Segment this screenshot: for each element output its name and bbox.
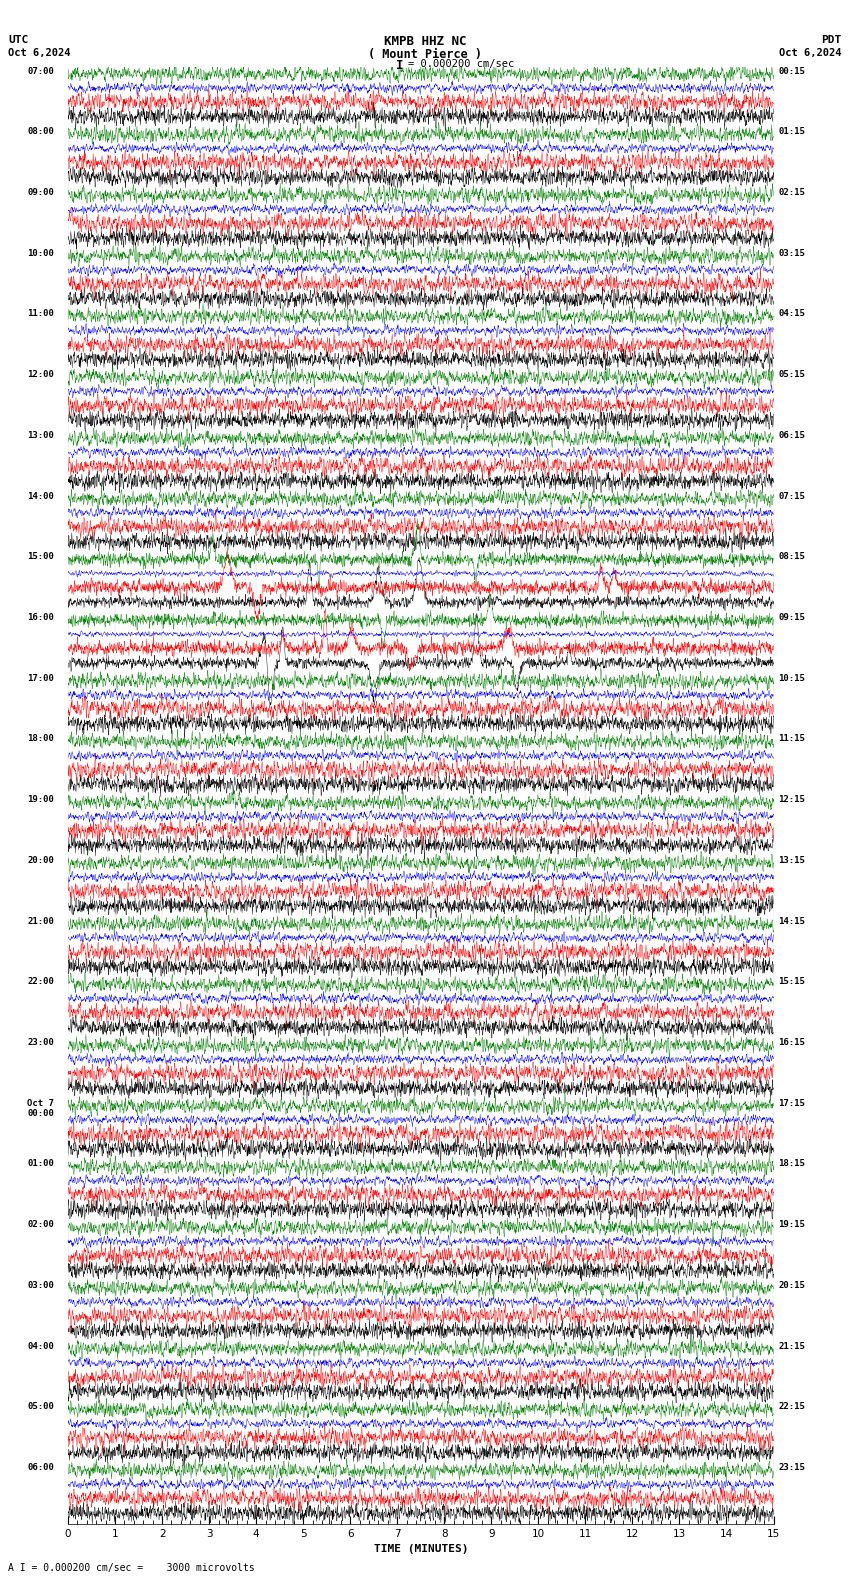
Text: 08:15: 08:15 xyxy=(779,553,805,561)
Text: UTC: UTC xyxy=(8,35,29,44)
Text: 00:15: 00:15 xyxy=(779,67,805,76)
Text: 22:15: 22:15 xyxy=(779,1402,805,1411)
Text: 03:00: 03:00 xyxy=(27,1281,54,1289)
Text: Oct 6,2024: Oct 6,2024 xyxy=(779,48,842,57)
Text: 10:15: 10:15 xyxy=(779,673,805,683)
Text: 21:15: 21:15 xyxy=(779,1342,805,1351)
Text: 01:15: 01:15 xyxy=(779,127,805,136)
Text: 23:00: 23:00 xyxy=(27,1038,54,1047)
Text: 14:15: 14:15 xyxy=(779,917,805,925)
Text: 04:15: 04:15 xyxy=(779,309,805,318)
Text: 11:15: 11:15 xyxy=(779,735,805,743)
X-axis label: TIME (MINUTES): TIME (MINUTES) xyxy=(373,1544,468,1554)
Text: 09:00: 09:00 xyxy=(27,188,54,196)
Text: 12:15: 12:15 xyxy=(779,795,805,805)
Text: PDT: PDT xyxy=(821,35,842,44)
Text: 16:15: 16:15 xyxy=(779,1038,805,1047)
Text: 07:15: 07:15 xyxy=(779,491,805,501)
Text: KMPB HHZ NC: KMPB HHZ NC xyxy=(383,35,467,48)
Text: ( Mount Pierce ): ( Mount Pierce ) xyxy=(368,48,482,60)
Text: 03:15: 03:15 xyxy=(779,249,805,258)
Text: 13:15: 13:15 xyxy=(779,855,805,865)
Text: Oct 7
00:00: Oct 7 00:00 xyxy=(27,1099,54,1118)
Text: 06:00: 06:00 xyxy=(27,1464,54,1472)
Text: 18:00: 18:00 xyxy=(27,735,54,743)
Text: 08:00: 08:00 xyxy=(27,127,54,136)
Text: Oct 6,2024: Oct 6,2024 xyxy=(8,48,71,57)
Text: 13:00: 13:00 xyxy=(27,431,54,440)
Text: 05:15: 05:15 xyxy=(779,371,805,379)
Text: 19:00: 19:00 xyxy=(27,795,54,805)
Text: 15:15: 15:15 xyxy=(779,977,805,987)
Text: 18:15: 18:15 xyxy=(779,1159,805,1169)
Text: 06:15: 06:15 xyxy=(779,431,805,440)
Text: A I = 0.000200 cm/sec =    3000 microvolts: A I = 0.000200 cm/sec = 3000 microvolts xyxy=(8,1563,255,1573)
Text: 19:15: 19:15 xyxy=(779,1220,805,1229)
Text: 02:00: 02:00 xyxy=(27,1220,54,1229)
Text: 21:00: 21:00 xyxy=(27,917,54,925)
Text: I: I xyxy=(396,59,403,71)
Text: 07:00: 07:00 xyxy=(27,67,54,76)
Text: 09:15: 09:15 xyxy=(779,613,805,623)
Text: 02:15: 02:15 xyxy=(779,188,805,196)
Text: 23:15: 23:15 xyxy=(779,1464,805,1472)
Text: 10:00: 10:00 xyxy=(27,249,54,258)
Text: 14:00: 14:00 xyxy=(27,491,54,501)
Text: 20:00: 20:00 xyxy=(27,855,54,865)
Text: 04:00: 04:00 xyxy=(27,1342,54,1351)
Text: 01:00: 01:00 xyxy=(27,1159,54,1169)
Text: 05:00: 05:00 xyxy=(27,1402,54,1411)
Text: 16:00: 16:00 xyxy=(27,613,54,623)
Text: 11:00: 11:00 xyxy=(27,309,54,318)
Text: 15:00: 15:00 xyxy=(27,553,54,561)
Text: 17:15: 17:15 xyxy=(779,1099,805,1107)
Text: 17:00: 17:00 xyxy=(27,673,54,683)
Text: 12:00: 12:00 xyxy=(27,371,54,379)
Text: 22:00: 22:00 xyxy=(27,977,54,987)
Text: = 0.000200 cm/sec: = 0.000200 cm/sec xyxy=(408,59,514,68)
Text: 20:15: 20:15 xyxy=(779,1281,805,1289)
